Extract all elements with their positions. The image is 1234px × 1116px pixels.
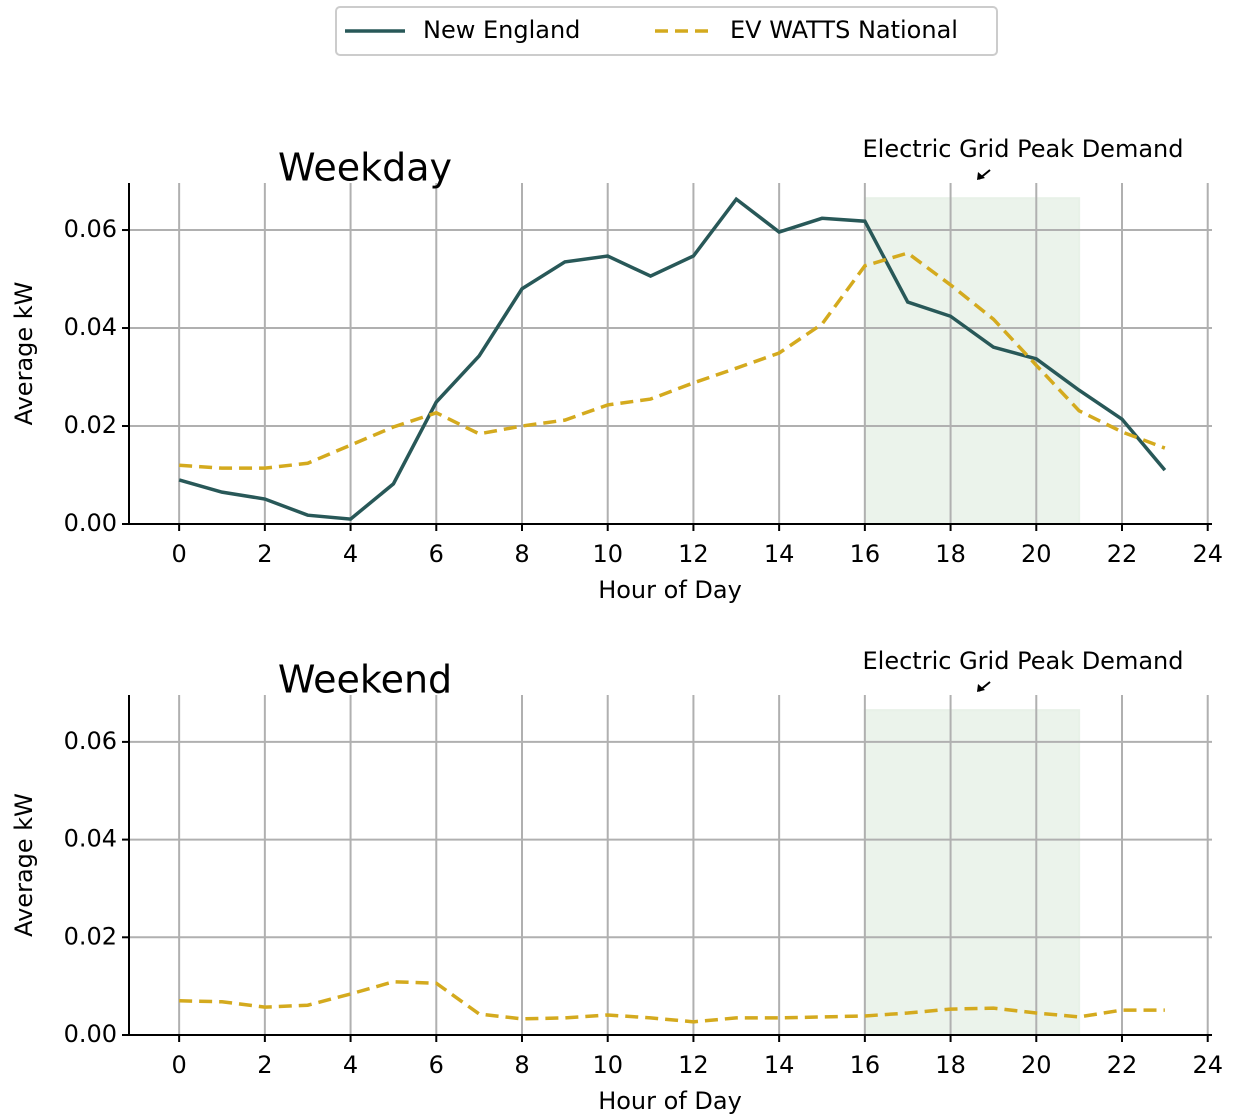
x-tick-label: 8 [514, 540, 529, 568]
y-tick-label: 0.00 [64, 1020, 117, 1048]
x-tick-label: 10 [592, 540, 623, 568]
y-tick-label: 0.06 [64, 215, 117, 243]
peak-shade [863, 197, 1081, 525]
x-tick-label: 14 [764, 540, 795, 568]
x-tick-label: 12 [678, 540, 709, 568]
x-tick-label: 2 [257, 540, 272, 568]
series-line [179, 979, 1165, 1024]
x-tick-label: 24 [1192, 1051, 1223, 1079]
legend-label: New England [423, 16, 580, 44]
y-axis-label: Average kW [10, 793, 38, 937]
annotation-arrowhead [977, 684, 985, 692]
series-line [179, 251, 1166, 470]
y-tick-label: 0.04 [64, 825, 117, 853]
x-tick-label: 18 [935, 1051, 966, 1079]
annotation: Electric Grid Peak Demand [863, 647, 1184, 675]
x-tick-label: 10 [592, 1051, 623, 1079]
x-tick-label: 22 [1107, 540, 1138, 568]
x-tick-label: 0 [172, 1051, 187, 1079]
x-tick-label: 4 [343, 1051, 358, 1079]
x-axis-label: Hour of Day [598, 1087, 742, 1115]
x-tick-label: 4 [343, 540, 358, 568]
x-tick-label: 20 [1021, 1051, 1052, 1079]
x-tick-label: 0 [172, 540, 187, 568]
annotation-arrowhead [977, 172, 985, 180]
x-tick-label: 6 [429, 1051, 444, 1079]
y-tick-label: 0.04 [64, 313, 117, 341]
y-tick-label: 0.02 [64, 922, 117, 950]
x-tick-label: 14 [764, 1051, 795, 1079]
chart-title: Weekend [278, 658, 452, 702]
x-tick-label: 8 [514, 1051, 529, 1079]
y-tick-label: 0.06 [64, 727, 117, 755]
x-tick-label: 18 [935, 540, 966, 568]
x-tick-label: 20 [1021, 540, 1052, 568]
legend-label: EV WATTS National [730, 16, 958, 44]
x-tick-label: 16 [850, 1051, 881, 1079]
annotation: Electric Grid Peak Demand [863, 135, 1184, 163]
x-axis-label: Hour of Day [598, 576, 742, 604]
series-line [178, 196, 1167, 521]
x-tick-label: 6 [429, 540, 444, 568]
x-tick-label: 12 [678, 1051, 709, 1079]
x-tick-label: 24 [1192, 540, 1223, 568]
x-tick-label: 2 [257, 1051, 272, 1079]
y-tick-label: 0.02 [64, 411, 117, 439]
y-axis-label: Average kW [10, 282, 38, 426]
y-tick-label: 0.00 [64, 509, 117, 537]
chart-title: Weekday [278, 146, 452, 190]
peak-shade [863, 709, 1081, 1036]
x-tick-label: 16 [850, 540, 881, 568]
x-tick-label: 22 [1107, 1051, 1138, 1079]
